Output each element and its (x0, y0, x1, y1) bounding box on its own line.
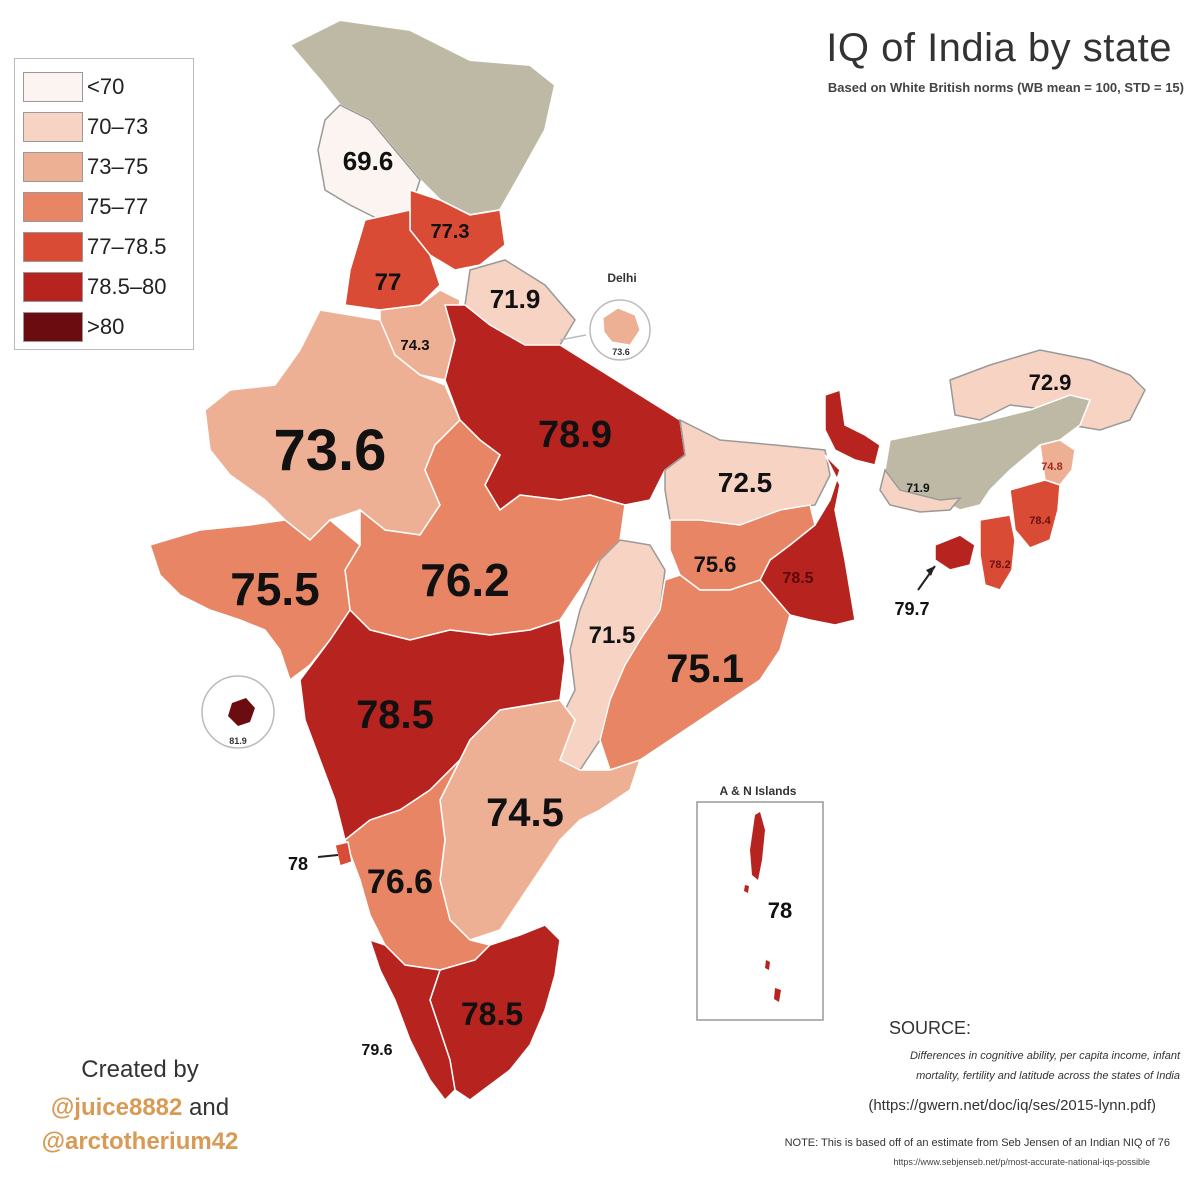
legend-swatch (23, 72, 83, 102)
legend-item: >80 (23, 307, 193, 347)
region-arunachal (949, 349, 1146, 431)
delhi-inset-title: Delhi (607, 271, 636, 285)
legend-label: >80 (87, 314, 125, 339)
label-manipur: 78.4 (1029, 515, 1051, 527)
legend-item: 73–75 (23, 147, 193, 187)
arrowhead (926, 566, 935, 576)
legend-item: 77–78.5 (23, 227, 193, 267)
legend-label: 77–78.5 (87, 234, 167, 259)
source-desc-line-2: mortality, fertility and latitude across… (916, 1070, 1180, 1082)
legend-item: 78.5–80 (23, 267, 193, 307)
region-meghalaya (879, 468, 962, 513)
label-gujarat: 75.5 (230, 563, 320, 615)
label-nagaland: 74.8 (1041, 461, 1062, 473)
label-kerala: 79.6 (361, 1042, 392, 1059)
label-uttarakhand: 71.9 (490, 284, 541, 314)
source-desc-line-1: Differences in cognitive ability, per ca… (909, 1050, 1180, 1062)
label-west-bengal: 78.5 (782, 570, 813, 587)
legend-swatch (23, 112, 83, 142)
legend-swatch (23, 272, 83, 302)
label-himachal: 77.3 (431, 221, 470, 243)
source-label: SOURCE: (888, 1018, 971, 1038)
andaman-islands-shape (750, 812, 765, 880)
legend-item: 75–77 (23, 187, 193, 227)
legend-swatch (23, 152, 83, 182)
map-subtitle: Based on White British norms (WB mean = … (827, 80, 1184, 95)
region-karnataka (344, 759, 492, 971)
credit-and: and (189, 1094, 230, 1121)
source-url: (https://gwern.net/doc/iq/ses/2015-lynn.… (868, 1097, 1156, 1114)
region-odisha (599, 574, 791, 771)
label-uttar-pradesh: 78.9 (538, 414, 612, 456)
label-haryana: 74.3 (400, 337, 429, 354)
note-text: NOTE: This is based off of an estimate f… (784, 1137, 1170, 1149)
legend-label: <70 (87, 74, 125, 99)
region-punjab (344, 209, 441, 311)
label-tamil-nadu: 78.5 (461, 996, 523, 1032)
dadra-inset-value: 81.9 (229, 736, 247, 746)
legend-swatch (23, 192, 83, 222)
credit-line-1: @juice8882 and (20, 1094, 260, 1122)
legend-label: 70–73 (87, 114, 149, 139)
label-meghalaya: 71.9 (906, 481, 930, 495)
label-maharashtra: 78.5 (356, 693, 434, 737)
delhi-inset-value: 73.6 (612, 347, 630, 357)
dadra-shape (228, 698, 255, 726)
label-rajasthan: 73.6 (274, 418, 387, 483)
region-manipur (1009, 479, 1061, 549)
region-kerala (368, 938, 456, 1102)
region-goa (334, 841, 353, 867)
andaman-inset-title: A & N Islands (720, 784, 797, 798)
region-sikkim (824, 389, 881, 466)
credit-handle-1: @juice8882 (50, 1094, 183, 1121)
delhi-shape (602, 307, 641, 346)
label-arunachal: 72.9 (1029, 370, 1072, 395)
source-description: Differences in cognitive ability, per ca… (720, 1046, 1180, 1086)
map-title: IQ of India by state (826, 26, 1172, 70)
label-odisha: 75.1 (666, 647, 744, 691)
region-west-bengal (759, 454, 856, 626)
legend-swatch (23, 312, 83, 342)
legend-item: <70 (23, 67, 193, 107)
goa-pointer-arrow (317, 854, 339, 858)
legend-label: 73–75 (87, 154, 149, 179)
label-chhattisgarh: 71.5 (589, 622, 636, 649)
label-jharkhand: 75.6 (694, 552, 737, 577)
region-tripura (934, 534, 976, 571)
legend-label: 78.5–80 (87, 274, 167, 299)
credit-handle-2: @arctotherium42 (41, 1128, 239, 1155)
legend: <70 70–73 73–75 75–77 77–78.5 78.5–80 >8… (14, 58, 194, 350)
credit-prefix: Created by (81, 1056, 199, 1083)
legend-item: 70–73 (23, 107, 193, 147)
note-url: https://www.sebjenseb.net/p/most-accurat… (893, 1157, 1150, 1167)
andaman-inset-value: 78 (768, 898, 792, 923)
label-goa: 78 (288, 854, 308, 874)
nicobar-islands-shape (744, 885, 781, 1002)
region-mizoram (979, 514, 1016, 591)
label-bihar: 72.5 (718, 467, 773, 498)
label-jammu-kashmir: 69.6 (343, 146, 394, 176)
label-karnataka: 76.6 (367, 863, 433, 901)
label-mizoram: 78.2 (989, 559, 1010, 571)
legend-swatch (23, 232, 83, 262)
label-andhra-telangana: 74.5 (486, 791, 564, 835)
legend-label: 75–77 (87, 194, 149, 219)
label-madhya-pradesh: 76.2 (420, 554, 510, 606)
label-punjab: 77 (375, 269, 402, 296)
delhi-connector (559, 334, 587, 341)
label-tripura: 79.7 (894, 599, 929, 619)
